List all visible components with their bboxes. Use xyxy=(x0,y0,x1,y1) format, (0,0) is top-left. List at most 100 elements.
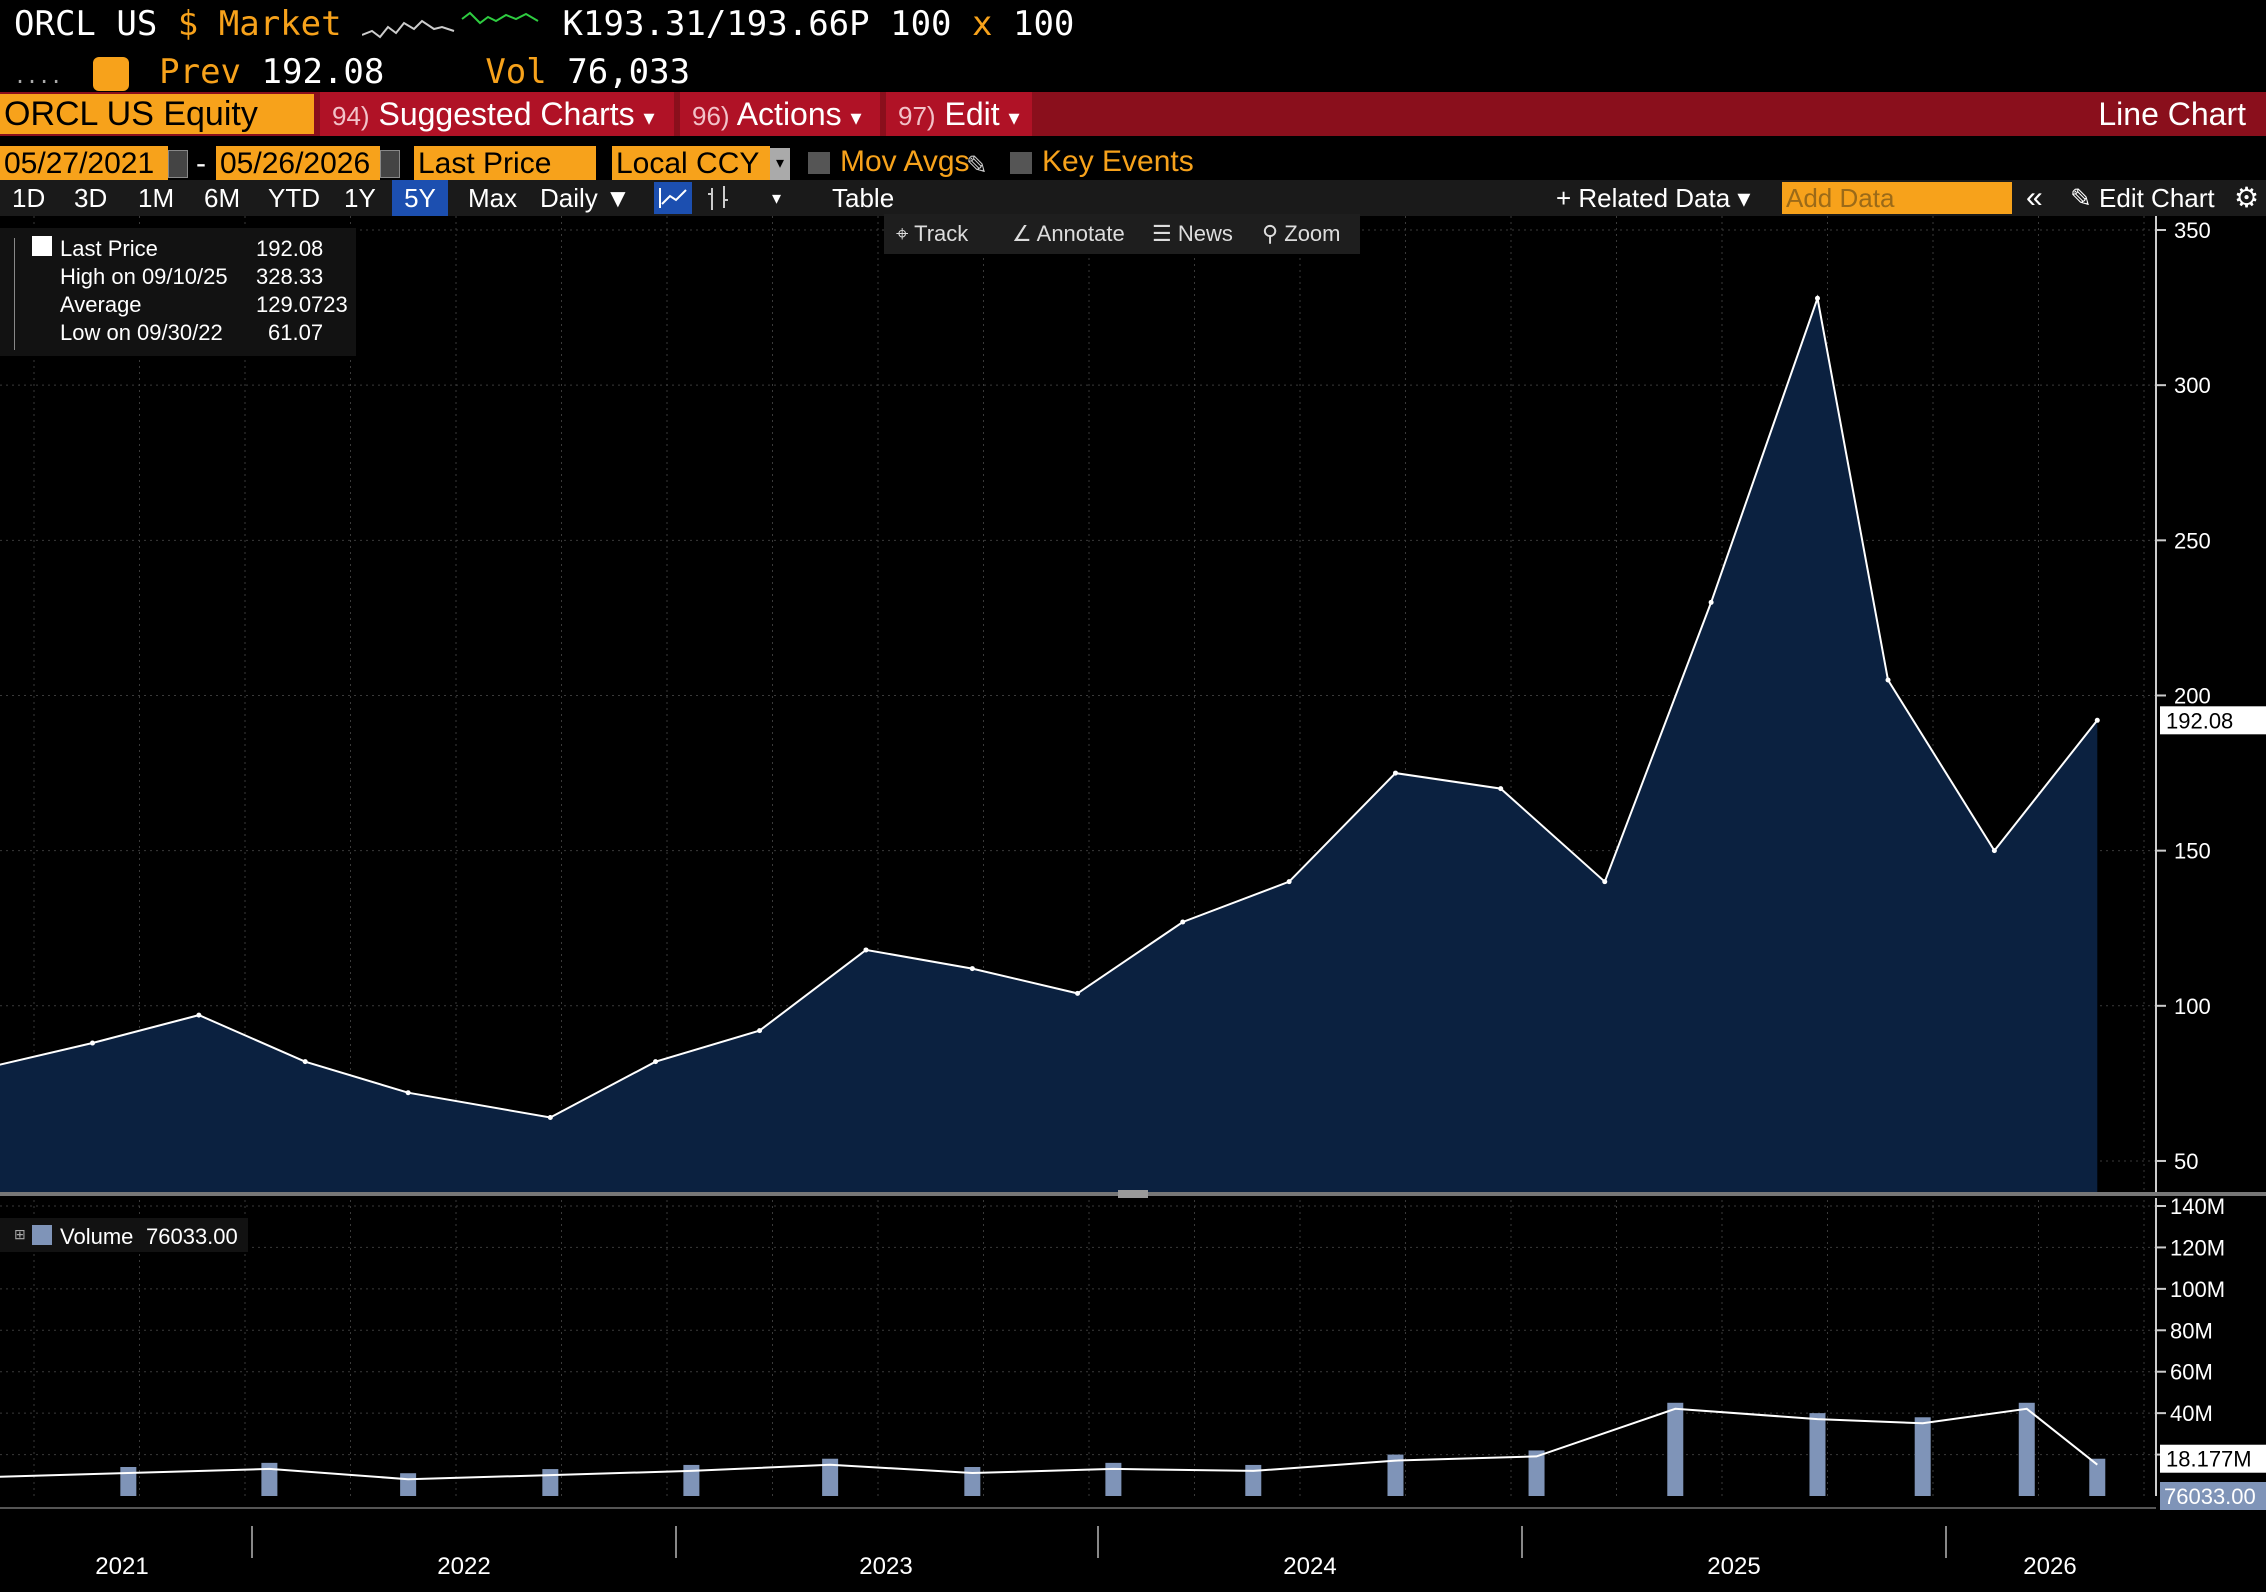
legend-last-price-label: Last Price xyxy=(60,236,158,261)
related-data-button[interactable]: + Related Data ▾ xyxy=(1556,183,1751,213)
gear-icon[interactable]: ⚙ xyxy=(2234,182,2260,213)
size-separator: x xyxy=(972,4,993,44)
annotate-label: Annotate xyxy=(1036,221,1125,246)
volume-bar xyxy=(1387,1454,1404,1496)
bid-price: K193.31 xyxy=(562,4,706,44)
bar-chart-icon[interactable] xyxy=(700,182,738,214)
volume-bar xyxy=(964,1467,981,1496)
price-tick-label: 200 xyxy=(2174,683,2211,708)
market-label: Market xyxy=(218,4,342,44)
suggested-charts-menu[interactable]: 94) Suggested Charts ▾ xyxy=(320,92,674,136)
period-6m[interactable]: 6M xyxy=(204,183,241,213)
currency-selector[interactable]: Local CCY xyxy=(612,146,770,182)
price-point xyxy=(1991,848,1997,854)
volume-bar xyxy=(1105,1462,1122,1496)
gauge-icon[interactable] xyxy=(92,56,129,91)
calendar-icon[interactable] xyxy=(168,150,188,178)
end-date-field[interactable]: 05/26/2026 xyxy=(216,146,380,182)
actions-menu[interactable]: 96) Actions ▾ xyxy=(680,92,880,136)
chevron-down-icon: ▾ xyxy=(643,105,655,130)
pencil-icon[interactable]: ✎ xyxy=(966,150,988,180)
line-chart-icon[interactable] xyxy=(654,182,692,214)
volume-average-tag xyxy=(2160,1444,2266,1473)
expand-icon[interactable]: ⊞ xyxy=(14,1226,26,1242)
last-price-tag-label: 192.08 xyxy=(2166,708,2233,733)
volume-tick-label: 120M xyxy=(2170,1235,2225,1260)
security-field[interactable]: ORCL US Equity xyxy=(0,94,314,134)
period-ytd[interactable]: YTD xyxy=(268,183,320,213)
volume-last-tag xyxy=(2160,1482,2266,1510)
calendar-icon[interactable] xyxy=(380,150,400,178)
volume-bar xyxy=(2018,1402,2035,1496)
volume-tick-label: 80M xyxy=(2170,1318,2213,1343)
legend-last-price-value: 192.08 xyxy=(256,236,324,261)
volume-bar xyxy=(542,1469,559,1496)
price-point xyxy=(405,1090,411,1096)
edit-menu[interactable]: 97) Edit ▾ xyxy=(886,92,1032,136)
dropdown-icon[interactable]: ▾ xyxy=(772,188,782,208)
price-point xyxy=(1498,786,1504,792)
volume-bar xyxy=(1809,1413,1826,1496)
track-button[interactable]: ⌖ Track xyxy=(896,214,968,254)
volume-bar xyxy=(400,1473,417,1496)
chevron-down-icon[interactable]: ▾ xyxy=(770,148,790,180)
price-area-fill xyxy=(0,298,2098,1192)
frequency-selector[interactable]: Daily ▼ xyxy=(540,183,631,213)
period-5y[interactable]: 5Y xyxy=(392,180,448,216)
year-label: 2023 xyxy=(859,1553,912,1580)
legend-swatch xyxy=(32,1225,52,1245)
currency-symbol: $ xyxy=(177,4,199,44)
legend-average-value: 129.0723 xyxy=(256,292,348,317)
key-events-checkbox[interactable] xyxy=(1010,152,1032,174)
volume-tick-label: 140M xyxy=(2170,1194,2225,1219)
price-tick-label: 300 xyxy=(2174,373,2211,398)
volume-series xyxy=(0,1402,2106,1496)
quote-line: ORCL US $ Market K193.31/193.66P 100 x 1… xyxy=(14,4,1074,56)
legend-low-value: 61.07 xyxy=(268,320,324,345)
collapse-icon[interactable]: « xyxy=(2026,181,2043,214)
period-max[interactable]: Max xyxy=(468,183,518,213)
track-label: Track xyxy=(914,221,969,246)
volume-average-tag-label: 18.177M xyxy=(2166,1447,2252,1472)
mov-avgs-label[interactable]: Mov Avgs xyxy=(840,145,970,178)
year-label: 2025 xyxy=(1707,1553,1760,1580)
mov-avgs-checkbox[interactable] xyxy=(808,152,830,174)
edit-chart-button[interactable]: ✎ Edit Chart xyxy=(2062,180,2223,216)
volume-bar xyxy=(1245,1464,1262,1496)
price-point xyxy=(653,1059,659,1065)
start-date-field[interactable]: 05/27/2021 xyxy=(0,146,168,182)
edit-chart-label: Edit Chart xyxy=(2099,183,2215,213)
news-icon: ☰ xyxy=(1152,221,1172,246)
news-button[interactable]: ☰ News xyxy=(1152,214,1233,254)
price-point xyxy=(1075,990,1081,996)
table-button[interactable]: Table xyxy=(832,183,895,213)
add-data-input[interactable]: Add Data xyxy=(1782,182,2012,214)
price-tick-label: 50 xyxy=(2174,1149,2198,1174)
chevron-down-icon: ▾ xyxy=(1008,105,1020,130)
key-events-label[interactable]: Key Events xyxy=(1042,145,1194,178)
price-series xyxy=(0,294,2100,1192)
zoom-button[interactable]: ⚲ Zoom xyxy=(1262,214,1341,254)
pencil-icon: ✎ xyxy=(2070,183,2092,213)
vol-label: Vol xyxy=(485,52,547,92)
volume-bar xyxy=(1528,1450,1545,1496)
period-1m[interactable]: 1M xyxy=(138,183,175,213)
period-1y[interactable]: 1Y xyxy=(344,183,376,213)
field-selector[interactable]: Last Price xyxy=(414,146,596,182)
crosshair-icon: ⌖ xyxy=(896,221,909,246)
price-legend[interactable]: Last Price 192.08 High on 09/10/25 328.3… xyxy=(0,228,356,356)
legend-volume-label: Volume xyxy=(60,1224,134,1249)
price-point xyxy=(1708,599,1714,605)
period-1d[interactable]: 1D xyxy=(12,183,46,213)
volume-average-line xyxy=(0,1407,2098,1481)
price-point xyxy=(302,1059,308,1065)
annotate-button[interactable]: ∠ Annotate xyxy=(1012,214,1125,254)
year-label: 2022 xyxy=(437,1553,490,1580)
volume-legend[interactable]: ⊞ Volume 76033.00 xyxy=(0,1218,248,1252)
quote-line-2: .... Prev 192.08 Vol 76,033 xyxy=(14,52,690,94)
legend-average-label: Average xyxy=(60,292,142,317)
divider-handle[interactable] xyxy=(1118,1190,1148,1198)
period-3d[interactable]: 3D xyxy=(74,183,108,213)
menu-number: 97) xyxy=(898,101,936,131)
